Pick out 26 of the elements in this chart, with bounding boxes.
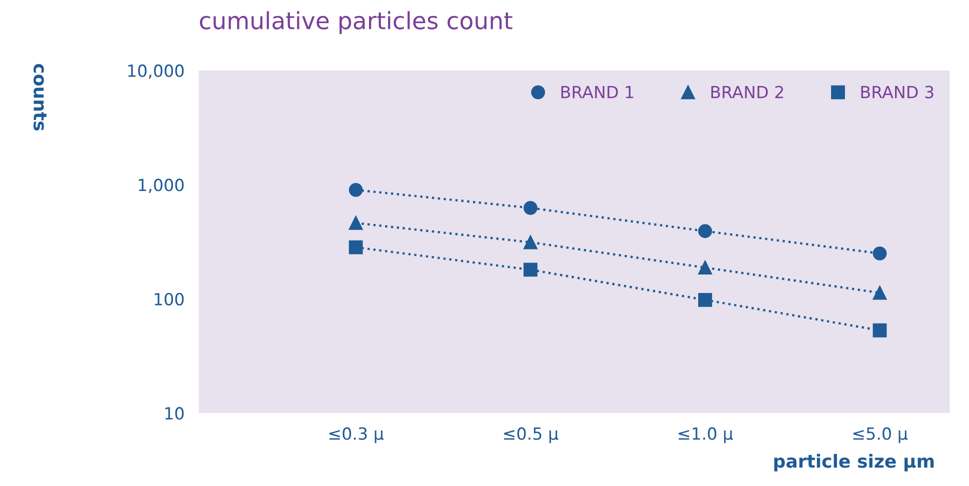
y-tick-label: 10,000 (128, 64, 184, 79)
x-tick-label: ≤0.5 µ (504, 427, 558, 444)
y-axis-title: counts (34, 64, 46, 131)
point (348, 216, 363, 230)
point (872, 246, 887, 260)
point (698, 224, 712, 238)
point (348, 182, 363, 197)
point (698, 292, 712, 307)
point (872, 286, 887, 300)
chart-title: cumulative particles count (200, 11, 512, 34)
y-tick-label: 1,000 (138, 178, 184, 193)
y-tick-label: 100 (154, 292, 184, 306)
point (524, 200, 538, 215)
x-tick-label: ≤1.0 µ (678, 427, 733, 444)
point (698, 260, 712, 275)
point (872, 323, 887, 338)
x-tick-label: ≤5.0 µ (853, 427, 908, 444)
legend-label: BRAND 2 (711, 86, 783, 98)
x-axis-title: particle size µm (774, 454, 934, 472)
legend-label: BRAND 1 (561, 86, 634, 98)
legend-label: BRAND 3 (861, 86, 934, 98)
point (524, 235, 538, 250)
y-tick-label: 10 (165, 407, 184, 420)
point (348, 240, 363, 254)
point (524, 262, 538, 277)
x-tick-label: ≤0.3 µ (329, 427, 384, 444)
